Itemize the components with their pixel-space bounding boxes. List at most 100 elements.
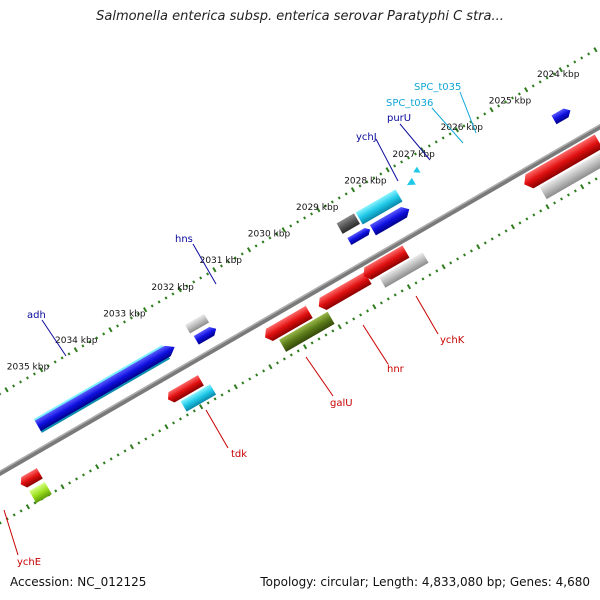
tick-mark bbox=[164, 424, 169, 430]
tick-mark bbox=[490, 237, 494, 241]
tick-mark bbox=[310, 341, 314, 345]
leader-adh bbox=[41, 319, 67, 357]
tick-mark bbox=[573, 189, 577, 193]
tick-mark bbox=[75, 477, 79, 481]
tick-mark bbox=[414, 281, 418, 285]
feature-tdk-misc[interactable] bbox=[180, 384, 217, 412]
tick-mark bbox=[296, 220, 300, 224]
feature-galU-red[interactable] bbox=[262, 305, 313, 344]
tick-mark bbox=[282, 357, 286, 361]
tick-mark bbox=[517, 92, 521, 96]
feature-blue-edge[interactable] bbox=[551, 106, 572, 125]
tick-mark bbox=[365, 180, 369, 184]
tick-mark bbox=[275, 361, 279, 365]
tick-mark bbox=[246, 247, 252, 253]
tick-mark bbox=[497, 104, 501, 108]
tick-mark bbox=[317, 337, 321, 341]
tick-mark bbox=[241, 381, 245, 385]
feature-galU[interactable] bbox=[279, 311, 335, 352]
tick-mark bbox=[185, 284, 189, 288]
tick-mark bbox=[67, 352, 71, 356]
label-ychJ[interactable]: ychJ bbox=[356, 132, 377, 143]
tick-mark bbox=[463, 253, 467, 257]
tick-mark bbox=[213, 397, 217, 401]
tick-mark bbox=[441, 136, 445, 140]
tick-mark bbox=[372, 176, 376, 180]
label-ychE[interactable]: ychE bbox=[17, 557, 41, 568]
label-ychK[interactable]: ychK bbox=[440, 335, 465, 346]
tick-mark bbox=[400, 289, 404, 293]
tick-mark bbox=[60, 356, 64, 360]
tick-mark bbox=[489, 107, 494, 113]
tick-mark bbox=[427, 144, 431, 148]
feature-ychK-red[interactable] bbox=[360, 245, 410, 282]
label-tdk[interactable]: tdk bbox=[231, 449, 247, 460]
tick-mark bbox=[192, 409, 196, 413]
tick-mark bbox=[219, 264, 223, 268]
tick-mark bbox=[33, 501, 37, 505]
tick-mark bbox=[95, 464, 100, 470]
feature-tdk[interactable] bbox=[165, 375, 204, 404]
tick-mark bbox=[545, 76, 549, 80]
tick-mark bbox=[192, 280, 196, 284]
feature-hns-misc[interactable] bbox=[185, 313, 210, 334]
tick-mark bbox=[164, 296, 168, 300]
tick-mark bbox=[532, 213, 536, 217]
tick-mark bbox=[102, 332, 106, 336]
tick-mark bbox=[268, 364, 273, 370]
tick-mark bbox=[510, 96, 514, 100]
tick-mark bbox=[331, 329, 335, 333]
feature-ychE[interactable] bbox=[29, 481, 52, 504]
reverse-strand-features bbox=[18, 134, 600, 504]
tick-mark bbox=[275, 232, 279, 236]
label-spc-t035[interactable]: SPC_t035 bbox=[414, 82, 461, 93]
feature-ychJ[interactable] bbox=[347, 226, 372, 245]
feature-adh[interactable] bbox=[34, 342, 178, 432]
label-adh[interactable]: adh bbox=[27, 310, 46, 321]
tick-mark bbox=[129, 316, 133, 320]
tick-mark bbox=[525, 217, 529, 221]
tick-label: 2033 kbp bbox=[103, 309, 146, 319]
label-spc-t036[interactable]: SPC_t036 bbox=[386, 98, 433, 109]
leader-hnr bbox=[362, 324, 389, 365]
leader-ychE bbox=[3, 509, 19, 556]
gene-labels: SPC_t035 SPC_t036 purU ychJ hns adh ychK… bbox=[17, 82, 465, 568]
tick-mark bbox=[171, 292, 175, 296]
feature-spc-t035[interactable] bbox=[412, 166, 421, 176]
leader-hns bbox=[192, 243, 217, 285]
feature-ychE-red[interactable] bbox=[18, 468, 43, 489]
tick-label: 2030 kbp bbox=[248, 230, 291, 240]
tick-mark bbox=[206, 272, 210, 276]
tick-mark bbox=[510, 224, 516, 230]
label-hns[interactable]: hns bbox=[175, 234, 193, 245]
tick-mark bbox=[144, 437, 148, 441]
feature-gray-edge[interactable] bbox=[539, 147, 600, 200]
tick-mark bbox=[289, 353, 293, 357]
tick-mark bbox=[116, 453, 120, 457]
tick-mark bbox=[456, 257, 460, 261]
tick-mark bbox=[407, 156, 411, 160]
feature-red-edge[interactable] bbox=[520, 134, 600, 191]
feature-purU[interactable] bbox=[369, 204, 412, 236]
tick-mark bbox=[504, 100, 508, 104]
feature-ychJ-misc[interactable] bbox=[336, 213, 360, 234]
tick-mark bbox=[379, 301, 383, 305]
tick-label: 2035 kbp bbox=[7, 363, 50, 373]
tick-mark bbox=[88, 340, 92, 344]
tick-mark bbox=[281, 227, 286, 233]
tick-mark bbox=[233, 384, 238, 390]
feature-spc-region[interactable] bbox=[355, 189, 403, 225]
label-purU[interactable]: purU bbox=[387, 113, 411, 124]
feature-hns[interactable] bbox=[193, 324, 219, 345]
feature-ychK-misc[interactable] bbox=[379, 252, 429, 288]
tick-label: 2025 kbp bbox=[489, 97, 532, 107]
tick-mark bbox=[4, 387, 9, 393]
tick-mark bbox=[352, 317, 356, 321]
tick-mark bbox=[386, 297, 390, 301]
feature-hnr[interactable] bbox=[315, 271, 372, 313]
label-galU[interactable]: galU bbox=[330, 398, 353, 409]
tick-label: 2027 kbp bbox=[392, 150, 435, 160]
tick-label: 2024 kbp bbox=[537, 70, 580, 80]
feature-spc-t036[interactable] bbox=[405, 177, 416, 189]
label-hnr[interactable]: hnr bbox=[387, 364, 405, 375]
